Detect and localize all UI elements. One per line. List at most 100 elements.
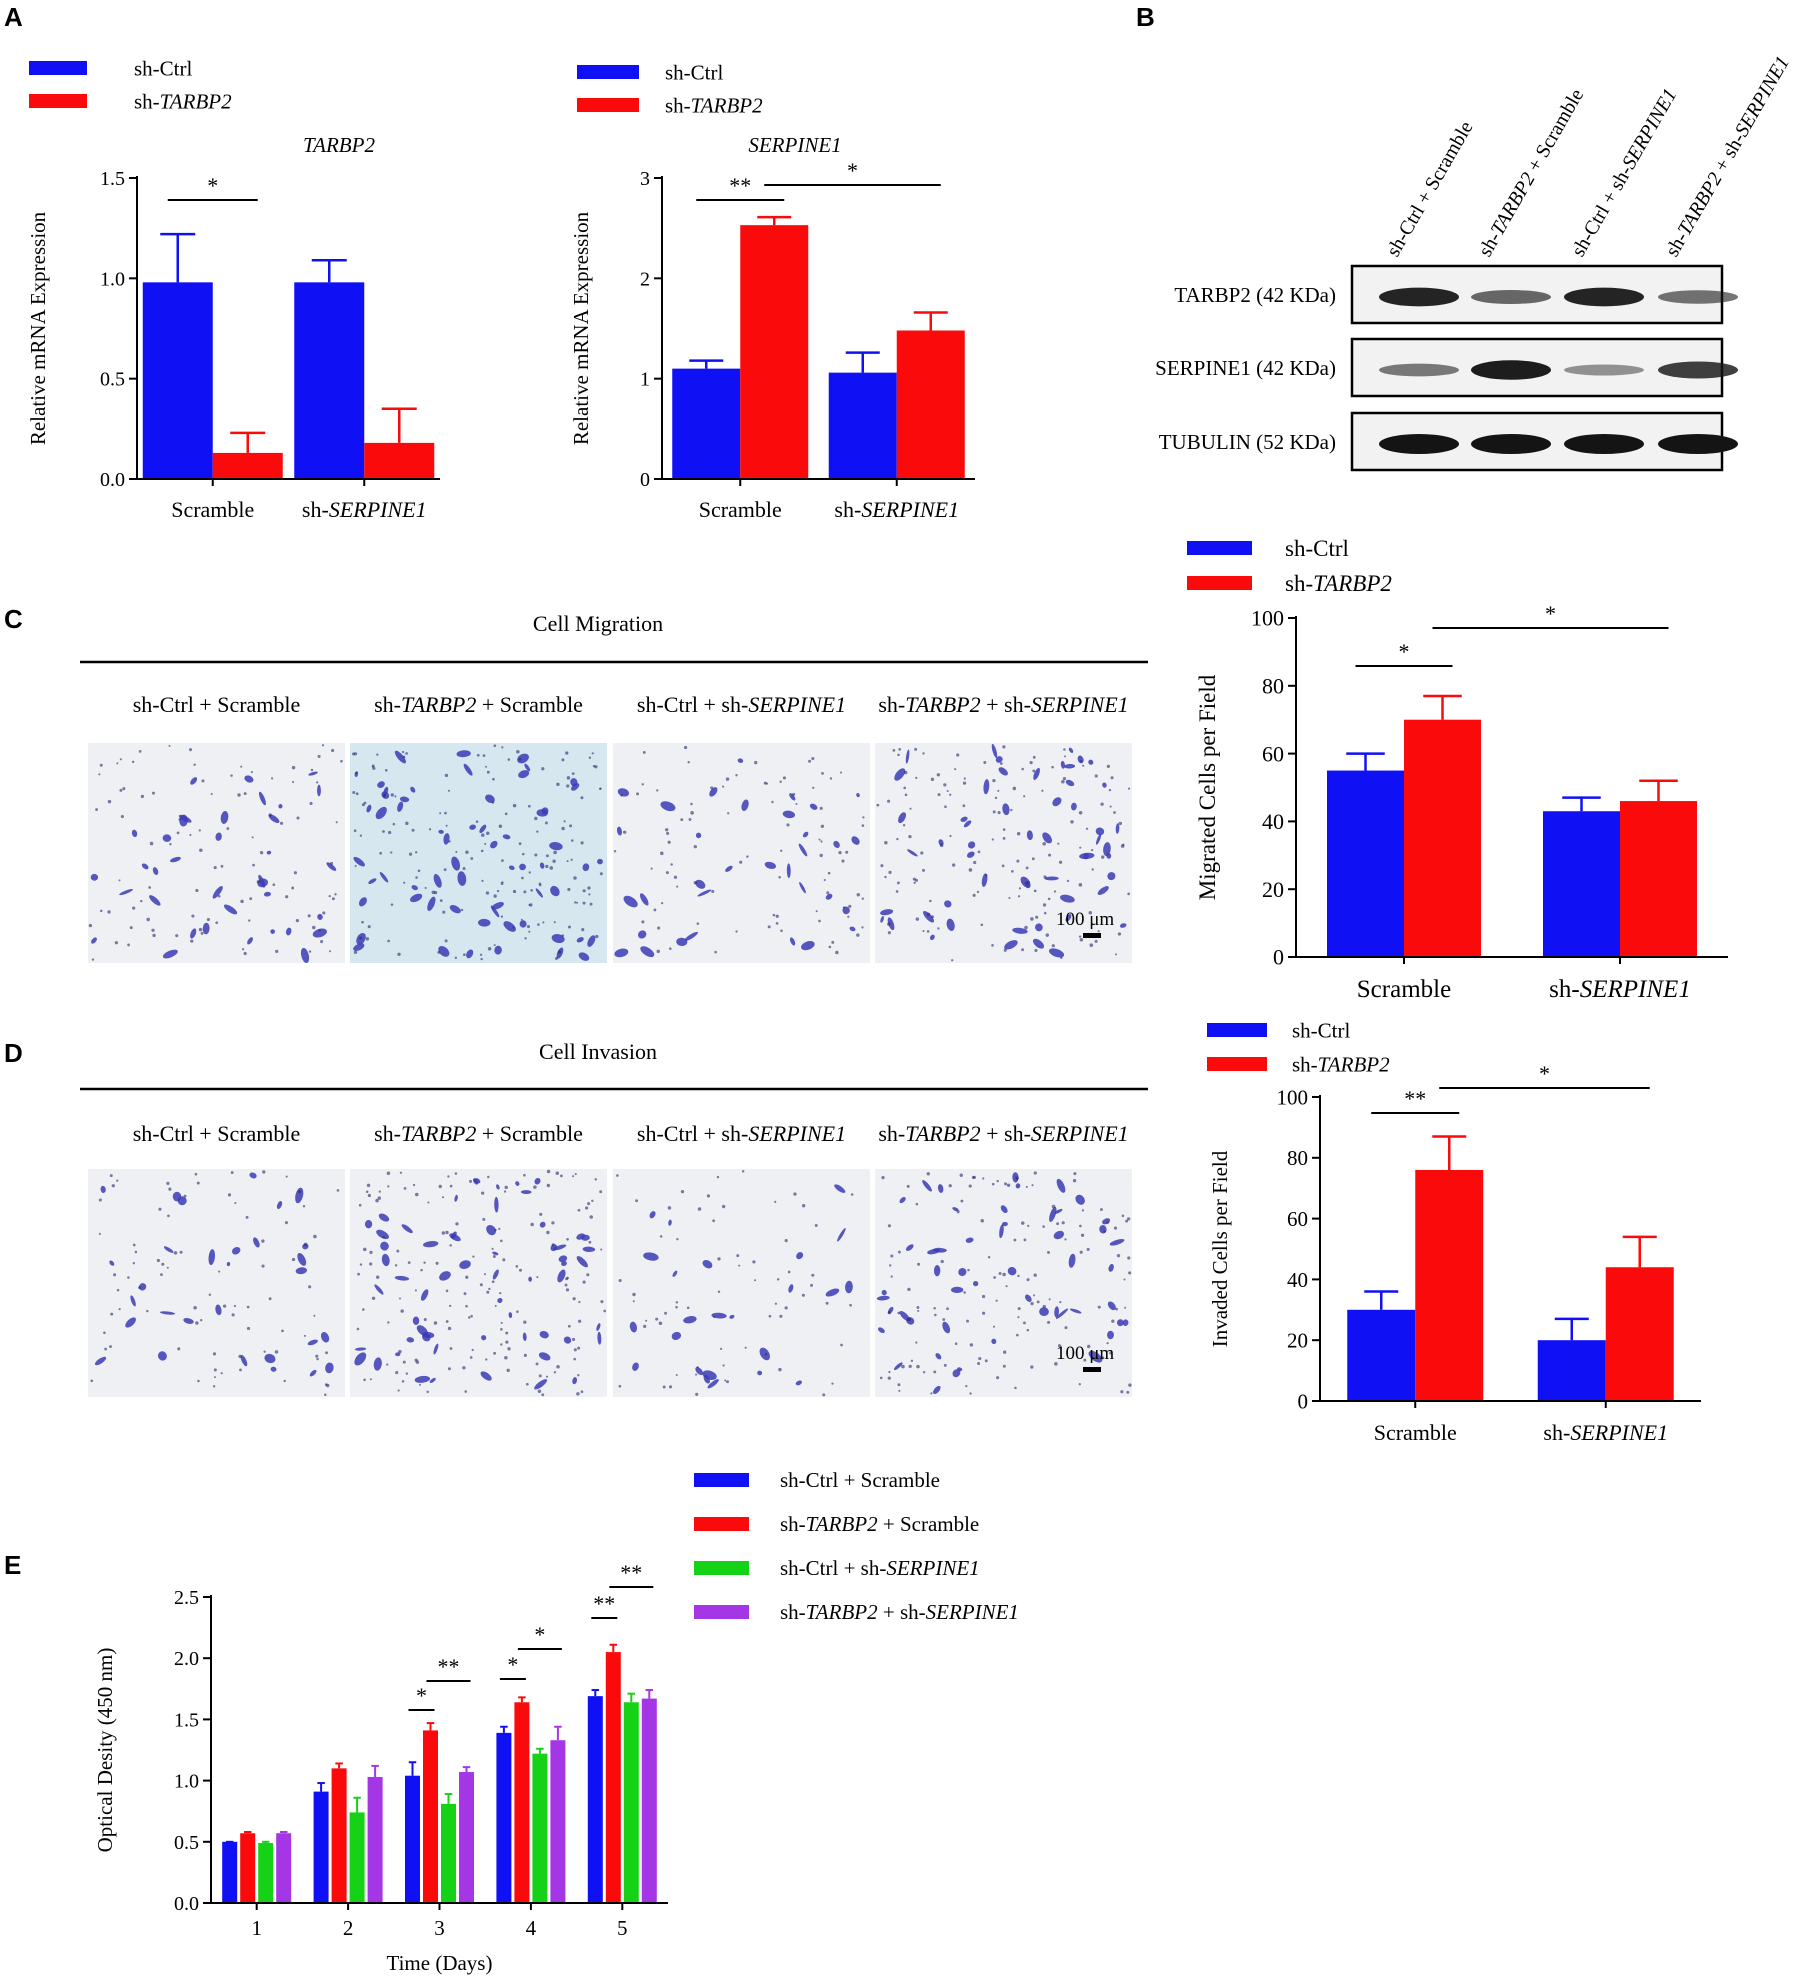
pore-dot	[116, 1179, 119, 1182]
pore-dot	[1042, 1225, 1045, 1228]
stained-cell	[550, 885, 560, 897]
pore-dot	[856, 933, 860, 937]
pore-dot	[195, 888, 199, 893]
significance-label: *	[1399, 639, 1410, 664]
bar	[405, 1775, 420, 1903]
pore-dot	[512, 803, 517, 808]
pore-dot	[194, 1172, 198, 1176]
micrograph-label-part: + sh-	[981, 692, 1031, 717]
pore-dot	[275, 949, 279, 953]
pore-dot	[943, 1363, 947, 1367]
pore-dot	[138, 750, 142, 753]
pore-dot	[641, 920, 645, 924]
pore-dot	[972, 1175, 976, 1180]
pore-dot	[584, 1206, 589, 1210]
pore-dot	[1016, 859, 1020, 863]
stained-cell	[963, 820, 972, 828]
stained-cell	[881, 1289, 887, 1296]
bar	[240, 1833, 256, 1903]
pore-dot	[580, 841, 584, 845]
legend-label: sh-Ctrl + sh-SERPINE1	[780, 1556, 980, 1580]
pore-dot	[695, 1392, 699, 1396]
stained-cell	[502, 834, 511, 840]
pore-dot	[571, 839, 574, 842]
pore-dot	[1070, 820, 1074, 824]
pore-dot	[482, 754, 486, 757]
pore-dot	[823, 878, 826, 882]
legend-label: sh-Ctrl	[1285, 536, 1349, 561]
stained-cell	[614, 948, 629, 958]
pore-dot	[324, 1393, 327, 1397]
pore-dot	[778, 1367, 782, 1372]
pore-dot	[642, 750, 646, 754]
stained-cell	[439, 1271, 451, 1281]
pore-dot	[379, 851, 382, 855]
pore-dot	[486, 770, 490, 774]
stained-cell	[416, 1325, 428, 1336]
pore-dot	[501, 859, 504, 863]
pore-dot	[318, 929, 321, 932]
pore-dot	[1078, 811, 1083, 815]
pore-dot	[321, 744, 325, 747]
pore-dot	[690, 802, 693, 806]
pore-dot	[405, 752, 408, 755]
stained-cell	[490, 905, 500, 918]
stained-cell	[1068, 1253, 1076, 1268]
stained-cell	[958, 1268, 967, 1277]
pore-dot	[966, 1319, 970, 1323]
pore-dot	[956, 753, 960, 757]
pore-dot	[1064, 1326, 1068, 1330]
pore-dot	[1109, 1351, 1112, 1355]
bar	[514, 1702, 530, 1903]
pore-dot	[545, 1375, 549, 1378]
pore-dot	[968, 1184, 972, 1188]
pore-dot	[716, 1175, 720, 1179]
pore-dot	[116, 762, 119, 765]
legend-swatch	[694, 1605, 749, 1619]
pore-dot	[252, 863, 255, 867]
pore-dot	[1017, 1316, 1020, 1319]
pore-dot	[1047, 1320, 1051, 1324]
pore-dot	[445, 1320, 449, 1323]
pore-dot	[738, 1264, 741, 1267]
pore-dot	[1013, 1238, 1017, 1242]
chart-e: 0.0 0.5 1.0 1.5 2.0 2.5 1 2 3 4 5 Optical Desity (4…	[93, 1560, 668, 1975]
pore-dot	[613, 850, 617, 853]
legend-swatch	[577, 98, 639, 112]
pore-dot	[292, 780, 295, 784]
pore-dot	[485, 1358, 488, 1361]
x-tick-label: 2	[343, 1916, 354, 1940]
stained-cell	[596, 1323, 601, 1331]
blot-band	[1379, 287, 1459, 307]
pore-dot	[839, 771, 843, 774]
pore-dot	[359, 1263, 363, 1266]
pore-dot	[587, 886, 591, 890]
pore-dot	[1063, 755, 1067, 758]
blot-row-label: TUBULIN (52 KDa)	[1159, 430, 1336, 454]
pore-dot	[131, 760, 135, 764]
pore-dot	[827, 871, 831, 875]
stained-cell	[702, 1259, 713, 1269]
pore-dot	[498, 824, 503, 828]
stained-cell	[226, 1262, 231, 1267]
y-tick-label: 0	[1298, 1389, 1309, 1413]
stained-cell	[1095, 834, 1102, 845]
stained-cell	[668, 1219, 672, 1226]
pore-dot	[309, 801, 313, 805]
stained-cell	[643, 1252, 659, 1261]
stained-cell	[231, 1247, 241, 1255]
pore-dot	[330, 861, 334, 865]
bar	[1537, 1340, 1606, 1401]
pore-dot	[926, 912, 931, 916]
stained-cell	[397, 801, 404, 812]
stained-cell	[535, 888, 543, 898]
y-tick-label: 80	[1287, 1146, 1308, 1170]
stained-cell	[438, 946, 450, 957]
pore-dot	[991, 944, 994, 947]
stained-cell	[538, 1352, 551, 1361]
pore-dot	[1004, 1182, 1008, 1186]
pore-dot	[354, 864, 357, 867]
pore-dot	[660, 851, 664, 856]
pore-dot	[109, 1345, 112, 1348]
stained-cell	[899, 1196, 906, 1204]
